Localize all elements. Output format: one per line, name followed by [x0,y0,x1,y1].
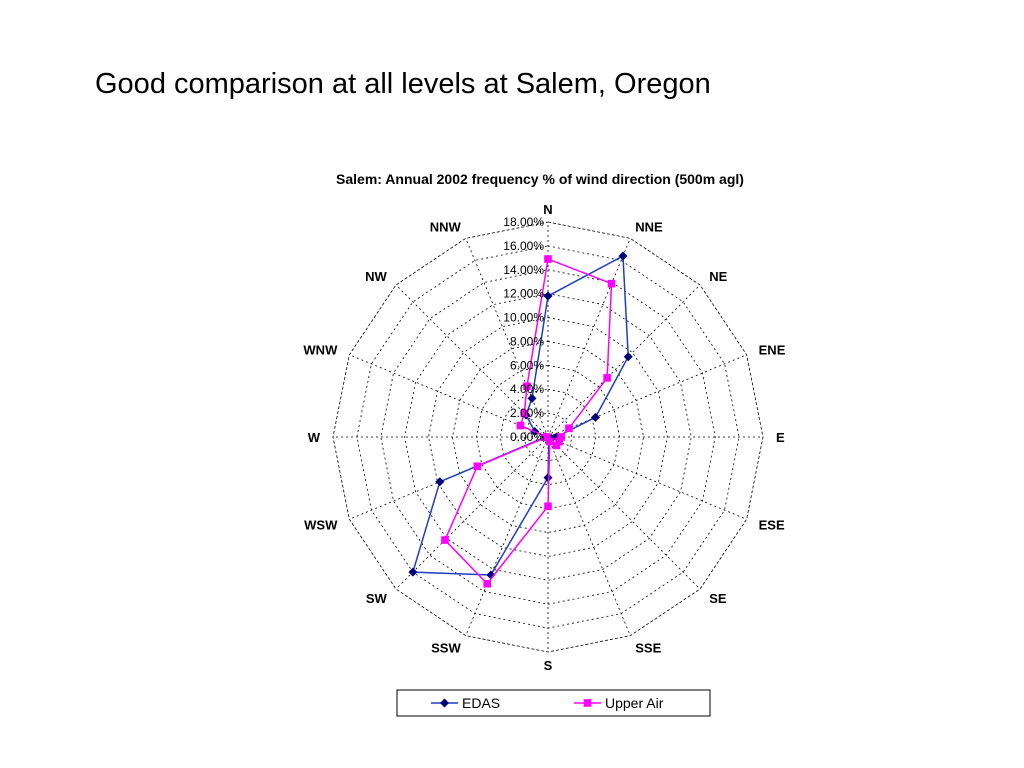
legend-marker-edas [440,698,449,708]
grid-ring [380,269,716,605]
data-point-edas [408,567,418,577]
grid-ring [428,317,668,557]
data-point-upper-air [543,433,551,441]
radial-tick-label: 0.00% [510,430,544,444]
radial-tick-label: 8.00% [510,334,544,348]
grid-spoke [547,436,701,590]
data-point-edas [527,393,537,403]
data-point-upper-air [516,421,525,430]
radar-labels: N NNE NE ENE E ESE SE SSE S SSW SW WSW W WNW NW NNW 0.00… [303,202,785,673]
direction-label-se: SE [709,591,727,606]
grid-spoke [547,354,747,438]
slide-title: Good comparison at all levels at Salem, … [95,68,711,100]
data-point-upper-air [603,374,611,382]
grid-spoke [547,238,631,438]
data-point-upper-air [552,441,561,450]
legend: EDAS Upper Air [396,689,711,717]
data-point-upper-air [483,579,492,588]
direction-label-ese: ESE [759,517,785,532]
direction-label-nw: NW [365,269,387,284]
data-point-upper-air [544,502,552,511]
direction-label-w: W [308,430,321,445]
grid-spoke [465,238,549,438]
direction-label-n: N [543,202,552,217]
data-point-upper-air [544,255,552,263]
grid-ring [332,221,764,653]
data-point-edas [623,352,633,362]
data-point-upper-air [607,279,616,288]
radial-tick-label: 4.00% [510,382,544,396]
direction-label-wnw: WNW [303,343,338,358]
data-point-upper-air [565,424,573,433]
direction-label-e: E [776,430,785,445]
direction-label-ene: ENE [759,343,786,358]
grid-spoke [395,436,549,590]
data-point-edas [543,473,553,483]
radial-tick-label: 10.00% [503,311,544,325]
direction-label-s: S [544,658,553,673]
legend-marker-upper-air [583,699,592,707]
radial-tick-label: 16.00% [503,239,544,253]
series-edas [408,251,633,580]
data-point-edas [590,412,600,422]
radar-series [408,251,633,588]
legend-label-edas: EDAS [462,695,500,711]
data-point-upper-air [555,437,563,446]
grid-spoke [465,436,549,636]
grid-ring [404,293,692,581]
data-point-upper-air [546,437,554,446]
data-point-upper-air [557,433,565,441]
grid-spoke [547,436,747,520]
direction-label-nnw: NNW [430,219,462,234]
data-point-edas [618,251,628,261]
grid-spoke [349,354,549,438]
radial-tick-label: 2.00% [510,406,544,420]
radial-tick-label: 12.00% [503,287,544,301]
data-point-edas [543,291,553,301]
data-point-upper-air [441,536,449,544]
direction-label-ssw: SSW [431,641,461,656]
direction-label-nne: NNE [635,219,663,234]
data-point-edas [435,477,445,487]
direction-label-ne: NE [709,269,727,284]
radial-tick-label: 14.00% [503,263,544,277]
radial-tick-label: 18.00% [503,215,544,229]
data-point-upper-air [473,462,482,471]
series-upper-air [441,255,616,588]
grid-spoke [547,284,701,438]
legend-label-upper-air: Upper Air [605,695,664,711]
direction-label-sse: SSE [635,641,661,656]
radial-tick-label: 6.00% [510,358,544,372]
data-point-upper-air [520,409,529,418]
legend-marker-shape [583,699,592,707]
data-point-upper-air [523,382,531,391]
direction-label-sw: SW [366,591,388,606]
grid-spoke [547,436,631,636]
legend-marker-shape [440,698,449,708]
direction-label-wsw: WSW [304,517,338,532]
chart-title: Salem: Annual 2002 frequency % of wind d… [336,171,744,187]
